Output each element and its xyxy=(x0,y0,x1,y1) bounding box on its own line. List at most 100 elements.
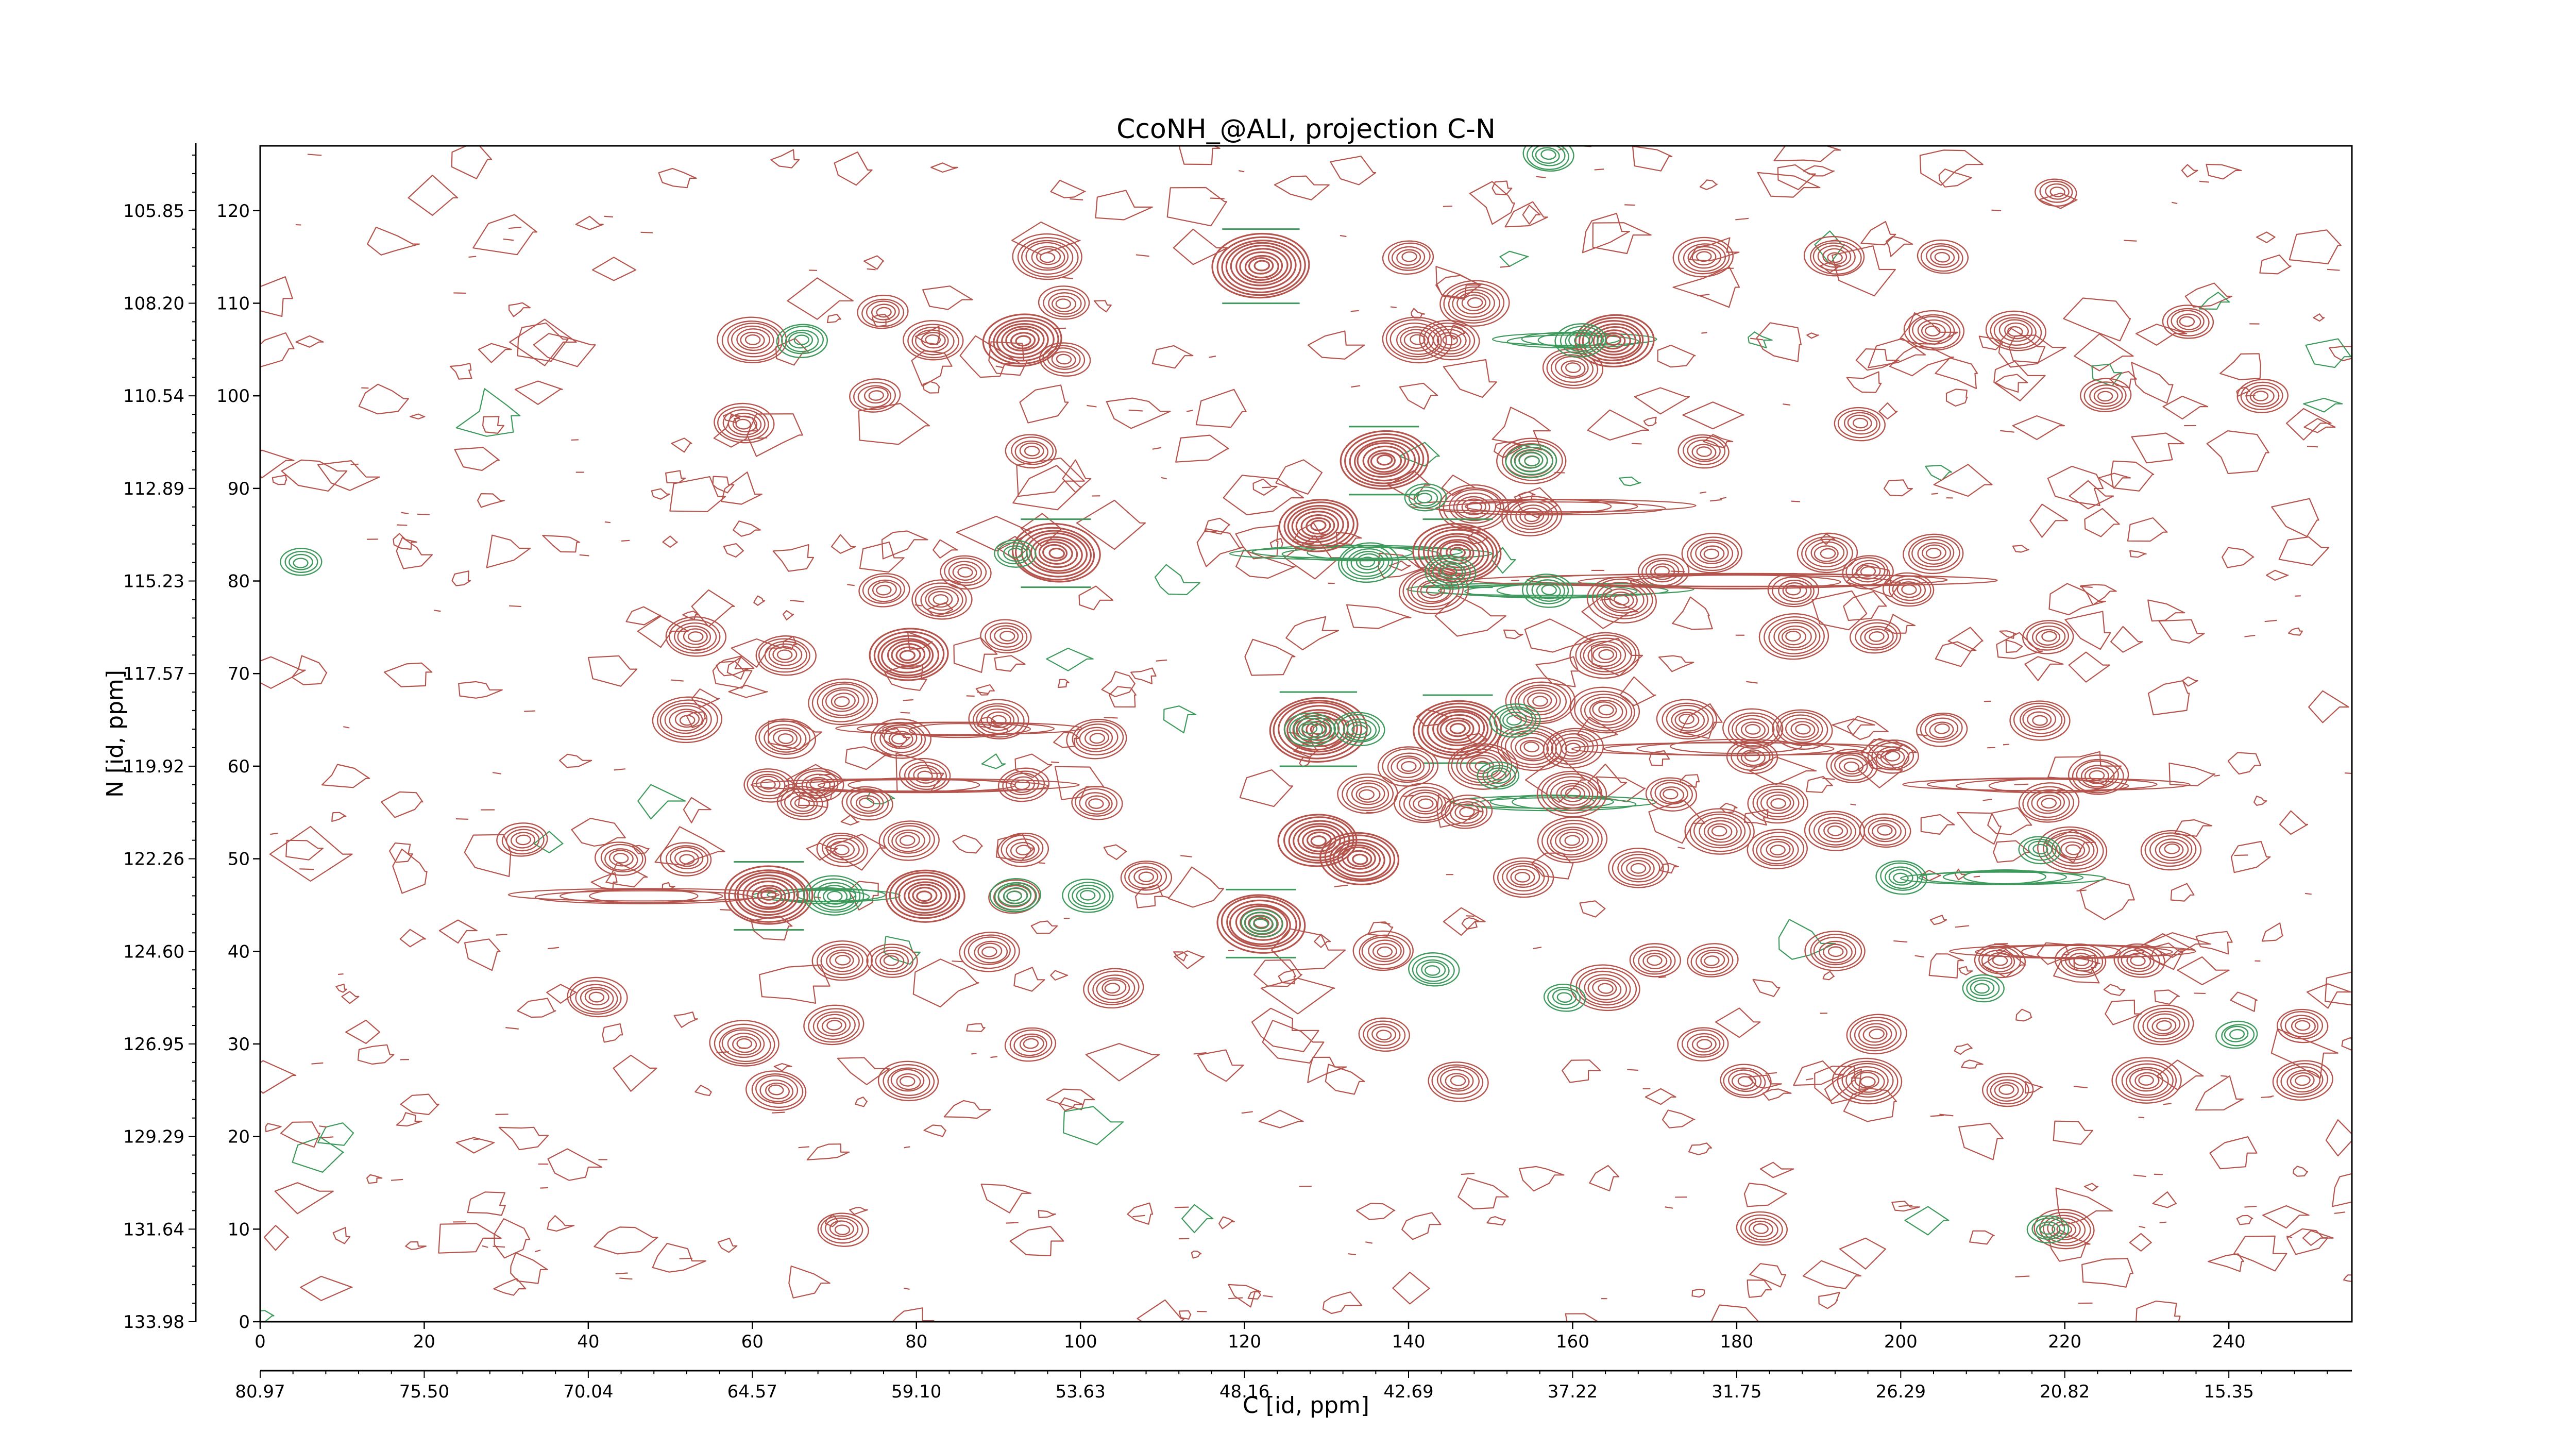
y-ppm-tick-label: 126.95 xyxy=(123,1034,184,1055)
positive-peak xyxy=(2037,826,2108,873)
peak-contour-ring xyxy=(1901,584,1917,595)
peak-contour-ring xyxy=(1401,251,1417,262)
peak-contour-ring xyxy=(1556,783,1590,806)
noise-contour xyxy=(1773,146,1841,162)
peak-contour-ring xyxy=(1830,752,1873,781)
peak-contour-ring xyxy=(1079,792,1113,815)
peak-contour-ring xyxy=(1382,316,1452,364)
noise-fragment xyxy=(343,726,350,729)
peak-contour-ring xyxy=(727,412,762,435)
peak-contour-ring xyxy=(1229,903,1291,945)
peak-contour-ring xyxy=(736,328,771,351)
noise-contour xyxy=(691,688,720,708)
y-index-tick-label: 70 xyxy=(228,664,250,684)
noise-fragment xyxy=(789,599,804,602)
peak-contour-ring xyxy=(1043,289,1086,317)
positive-peak xyxy=(1797,532,1858,574)
peak-contour-ring xyxy=(1450,801,1484,824)
peak-contour-ring xyxy=(1443,283,1505,324)
peak-contour-ring xyxy=(1687,1033,1721,1056)
noise-contour xyxy=(858,402,930,445)
plot-frame xyxy=(259,145,2353,1323)
peak-contour-ring xyxy=(968,699,1029,739)
noise-contour xyxy=(1076,499,1146,550)
noise-contour xyxy=(260,656,306,689)
peak-contour-ring xyxy=(1579,970,1631,1006)
noise-contour xyxy=(2029,503,2069,538)
peak-contour-ring xyxy=(2079,378,2132,412)
negative-peak xyxy=(1425,555,1477,590)
noise-contour xyxy=(2068,651,2110,683)
peak-contour-ring xyxy=(1852,560,1886,583)
peak-contour-ring xyxy=(1892,578,1926,601)
peak-contour-ring xyxy=(755,776,781,793)
peak-contour-ring xyxy=(2045,183,2070,200)
positive-peak xyxy=(1447,743,1518,790)
peak-contour-ring xyxy=(1662,702,1714,737)
positive-peak xyxy=(858,573,910,608)
peak-contour-ring xyxy=(1433,329,1467,352)
noise-contour xyxy=(1012,465,1082,511)
peak-contour-ring xyxy=(1823,822,1849,839)
peak-contour-ring xyxy=(1441,794,1493,829)
peak-contour-ring xyxy=(717,406,769,441)
noise-contour xyxy=(455,388,521,437)
peak-contour-ring xyxy=(1666,704,1709,734)
peak-contour-ring xyxy=(1291,508,1344,543)
peak-contour-ring xyxy=(792,768,844,803)
peak-contour-ring xyxy=(1350,551,1385,574)
peak-contour-ring xyxy=(1510,501,1553,530)
peak-contour-ring xyxy=(1704,955,1720,966)
noise-fragment xyxy=(614,768,625,771)
peak-contour-ring xyxy=(1565,362,1581,374)
noise-fragment xyxy=(534,1250,541,1253)
peak-contour-ring xyxy=(1695,542,1729,564)
peak-contour-ring xyxy=(1930,248,1955,265)
peak-contour-ring xyxy=(1015,335,1031,347)
peak-contour-ring xyxy=(1863,817,1907,846)
noise-contour xyxy=(1846,716,1889,740)
noise-contour xyxy=(1181,1204,1214,1234)
peak-contour-ring xyxy=(811,681,873,722)
peak-contour-ring xyxy=(1801,536,1853,571)
peak-contour-ring xyxy=(1785,718,1819,741)
peak-contour-ring xyxy=(1880,862,1923,891)
peak-contour-ring xyxy=(1568,331,1594,348)
noise-contour xyxy=(280,1121,320,1148)
peak-contour-ring xyxy=(793,334,809,345)
peak-contour-ring xyxy=(835,954,851,966)
noise-contour xyxy=(665,470,686,483)
noise-contour xyxy=(1884,614,1916,634)
noise-contour xyxy=(691,589,735,628)
peak-contour-ring xyxy=(1442,334,1458,346)
noise-contour xyxy=(1579,900,1606,918)
peak-contour-ring xyxy=(1005,328,1040,351)
positive-peak xyxy=(940,555,992,590)
peak-contour-ring xyxy=(1461,498,1486,515)
peak-contour-ring xyxy=(1547,986,1581,1009)
noise-contour xyxy=(1262,1020,1325,1064)
peak-contour-ring xyxy=(722,409,766,438)
peak-contour-ring xyxy=(2004,322,2029,340)
peak-contour-ring xyxy=(994,628,1019,645)
noise-contour xyxy=(547,1148,603,1181)
peak-contour-ring xyxy=(1630,863,1647,874)
peak-contour-ring xyxy=(1295,511,1340,540)
noise-contour xyxy=(1935,641,1977,667)
peak-contour-ring xyxy=(505,829,540,852)
peak-contour-ring xyxy=(1056,353,1072,365)
peak-contour-ring xyxy=(899,650,916,662)
positive-peak xyxy=(1004,1027,1057,1062)
positive-peak xyxy=(1358,1017,1410,1052)
peak-contour-ring xyxy=(1376,454,1393,466)
noise-contour xyxy=(2084,1183,2099,1192)
positive-peak xyxy=(1867,739,1919,774)
noise-fragment xyxy=(1735,217,1749,221)
peak-contour-ring xyxy=(1693,814,1746,849)
noise-contour xyxy=(1904,1206,1950,1236)
peak-contour-ring xyxy=(1502,863,1545,892)
peak-contour-ring xyxy=(2121,949,2155,972)
peak-contour-ring xyxy=(1917,239,1969,274)
noise-contour xyxy=(517,998,556,1018)
noise-fragment xyxy=(1511,580,1519,581)
